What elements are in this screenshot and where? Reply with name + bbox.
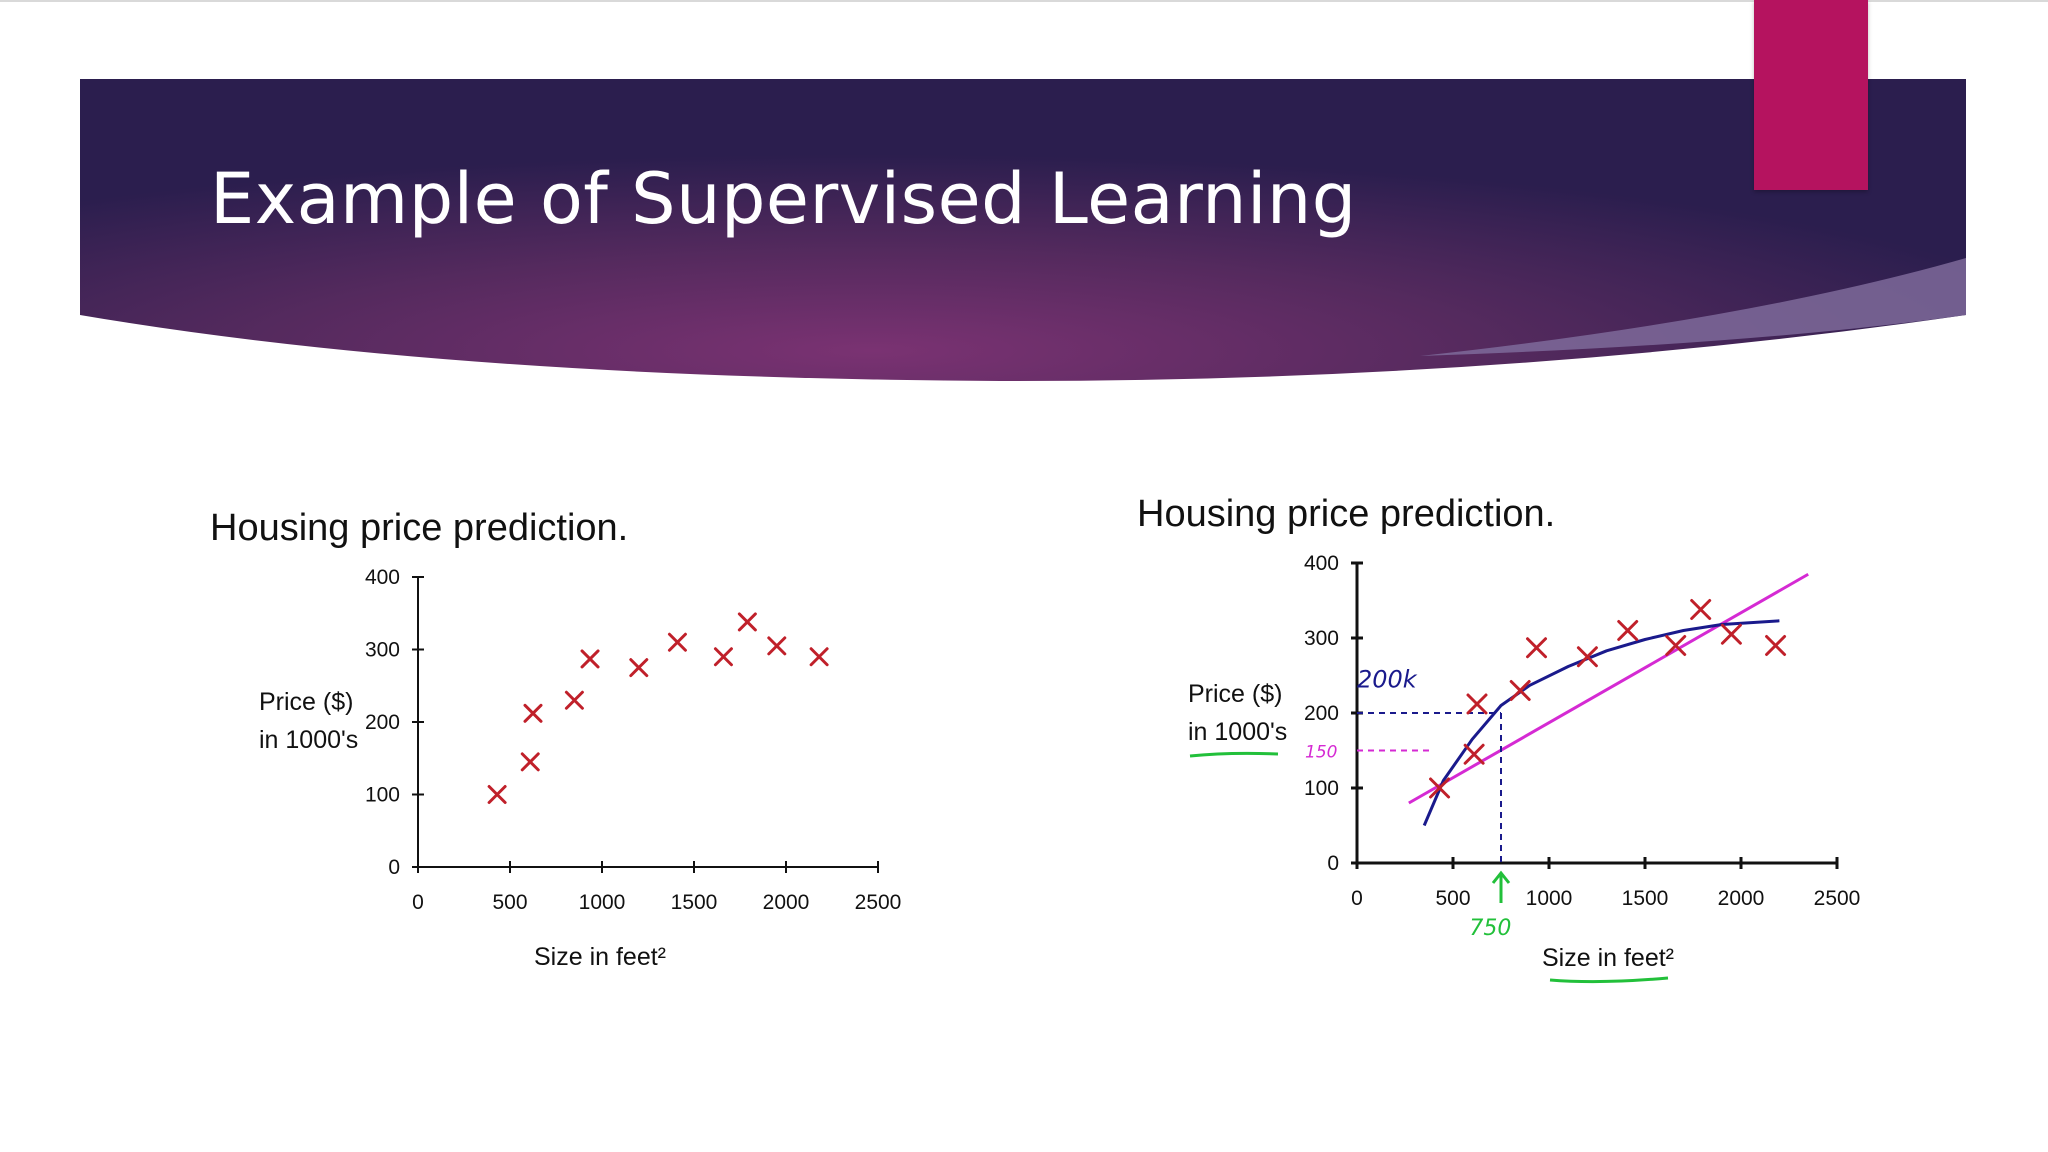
- x-tick-label: 1500: [1622, 887, 1669, 910]
- x-tick-label: 500: [1435, 887, 1470, 910]
- data-point-marker: [1690, 599, 1712, 620]
- y-axis-label-line1: Price ($): [1188, 680, 1282, 708]
- y-tick-label: 100: [1304, 777, 1339, 800]
- data-point-marker: [487, 785, 507, 804]
- y-axis-label: Price ($) in 1000's: [259, 688, 358, 754]
- y-tick-label: 200: [365, 711, 400, 734]
- data-point-marker: [1526, 637, 1548, 659]
- data-point-marker: [767, 636, 787, 656]
- accent-tab: [1754, 0, 1868, 190]
- data-point-marker: [713, 647, 733, 667]
- x-tick-label: 1500: [671, 891, 718, 914]
- y-axis-label: Price ($) in 1000's: [1188, 680, 1287, 746]
- data-point-marker: [1617, 620, 1639, 641]
- x-tick-label: 2500: [855, 891, 902, 914]
- annotation-750: 750: [1469, 916, 1511, 941]
- y-tick-label: 200: [1304, 702, 1339, 725]
- y-tick-label: 0: [388, 856, 400, 879]
- data-point-marker: [1665, 635, 1687, 656]
- chart-title: Housing price prediction.: [1137, 493, 1555, 535]
- y-axis-label-line2: in 1000's: [1188, 718, 1287, 746]
- data-point-marker: [520, 752, 540, 772]
- y-tick-label: 300: [365, 639, 400, 662]
- data-point-marker: [629, 658, 649, 678]
- scatter-chart-left: Housing price prediction. Price ($) in 1…: [210, 507, 901, 971]
- curved-fit-line: [1422, 619, 1780, 827]
- data-point-marker: [1466, 693, 1488, 715]
- straight-fit-line: [1408, 572, 1809, 805]
- data-point-marker: [1576, 646, 1598, 668]
- data-point-marker: [1765, 635, 1787, 656]
- scatter-chart-right: Housing price prediction. Price ($) in 1…: [1137, 493, 1860, 984]
- data-point-marker: [1429, 777, 1451, 799]
- y-axis-label-line2: in 1000's: [259, 726, 358, 754]
- y-tick-label: 400: [365, 566, 400, 589]
- x-tick-label: 2000: [1718, 887, 1765, 910]
- plot-area: 0 500 1000 1500 2000 2500 0 100 200 300 400: [365, 566, 901, 914]
- x-tick-label: 2500: [1814, 887, 1861, 910]
- x-axis-label: Size in feet²: [1542, 944, 1674, 972]
- data-point-marker: [667, 632, 687, 652]
- y-tick-label: 300: [1304, 627, 1339, 650]
- x-tick-label: 2000: [763, 891, 810, 914]
- data-point-marker: [809, 647, 829, 667]
- x-axis-label: Size in feet²: [534, 943, 666, 971]
- x-tick-label: 1000: [579, 891, 626, 914]
- data-point-marker: [580, 649, 600, 669]
- data-point-marker: [523, 703, 543, 723]
- data-point-marker: [1463, 743, 1485, 765]
- annotation-150: 150: [1305, 743, 1337, 763]
- x-tick-label: 1000: [1526, 887, 1573, 910]
- annotation-200k: 200k: [1357, 666, 1418, 694]
- ylabel-underline: [1189, 751, 1279, 758]
- y-tick-label: 400: [1304, 552, 1339, 575]
- x-tick-label: 0: [1351, 887, 1363, 910]
- plot-area: 0 500 1000 1500 2000 2500 0 100 200 300 400 200k 150…: [1304, 552, 1860, 941]
- slide-title: Example of Supervised Learning: [210, 158, 1357, 240]
- data-point-marker: [1509, 680, 1531, 701]
- y-axis-label-line1: Price ($): [259, 688, 353, 716]
- xlabel-underline: [1549, 976, 1669, 984]
- title-banner: [80, 79, 1966, 382]
- data-point-marker: [564, 690, 584, 710]
- y-tick-label: 100: [365, 784, 400, 807]
- y-tick-label: 0: [1327, 852, 1339, 875]
- data-point-marker: [737, 612, 757, 632]
- top-border: [0, 0, 2048, 2]
- chart-title: Housing price prediction.: [210, 507, 628, 549]
- data-point-marker: [1720, 623, 1742, 645]
- x-tick-label: 0: [412, 891, 424, 914]
- green-arrow: [1491, 870, 1511, 903]
- x-tick-label: 500: [492, 891, 527, 914]
